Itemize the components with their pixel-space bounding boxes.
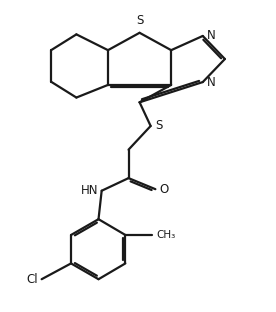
Text: S: S bbox=[136, 14, 143, 27]
Text: N: N bbox=[206, 76, 215, 89]
Text: CH₃: CH₃ bbox=[156, 230, 175, 240]
Text: HN: HN bbox=[80, 184, 98, 197]
Text: S: S bbox=[155, 119, 163, 133]
Text: O: O bbox=[159, 183, 168, 196]
Text: N: N bbox=[206, 29, 215, 42]
Text: Cl: Cl bbox=[26, 273, 38, 286]
